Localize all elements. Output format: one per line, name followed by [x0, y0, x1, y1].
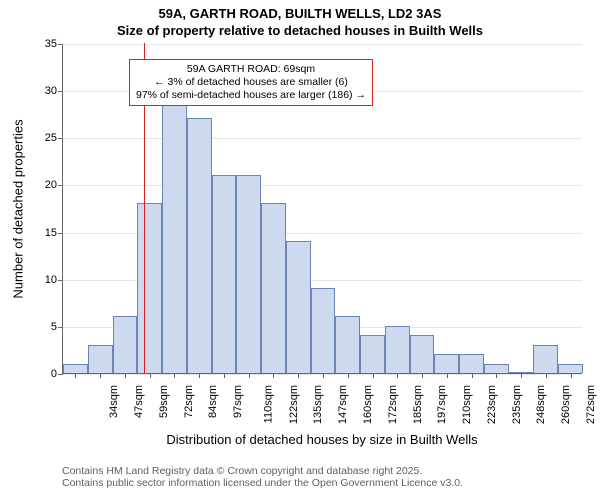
- x-tick-mark: [298, 373, 299, 378]
- gridline: [63, 44, 582, 45]
- y-tick-label: 25: [45, 132, 63, 144]
- x-tick-mark: [521, 373, 522, 378]
- x-tick-label: 72sqm: [183, 385, 195, 418]
- x-tick-mark: [224, 373, 225, 378]
- y-tick-label: 35: [45, 38, 63, 50]
- histogram-bar: [385, 326, 410, 373]
- histogram-bar: [286, 241, 311, 373]
- x-tick-mark: [348, 373, 349, 378]
- attribution-footer: Contains HM Land Registry data © Crown c…: [62, 465, 463, 489]
- x-tick-label: 260sqm: [560, 385, 572, 424]
- x-tick-mark: [150, 373, 151, 378]
- footer-line-2: Contains public sector information licen…: [62, 477, 463, 489]
- x-tick-mark: [100, 373, 101, 378]
- x-tick-mark: [546, 373, 547, 378]
- x-tick-label: 223sqm: [486, 385, 498, 424]
- histogram-bar: [558, 364, 583, 373]
- title-address: 59A, GARTH ROAD, BUILTH WELLS, LD2 3AS: [0, 6, 600, 23]
- histogram-bar: [335, 316, 360, 373]
- x-tick-mark: [373, 373, 374, 378]
- x-tick-mark: [174, 373, 175, 378]
- annotation-line: ← 3% of detached houses are smaller (6): [136, 76, 366, 89]
- x-tick-label: 272sqm: [585, 385, 597, 424]
- title-subtitle: Size of property relative to detached ho…: [0, 23, 600, 40]
- x-tick-mark: [323, 373, 324, 378]
- histogram-bar: [261, 203, 286, 373]
- histogram-bar: [187, 118, 212, 373]
- x-tick-label: 160sqm: [362, 385, 374, 424]
- x-tick-label: 84sqm: [207, 385, 219, 418]
- histogram-bar: [212, 175, 237, 373]
- histogram-bar: [434, 354, 459, 373]
- histogram-bar: [459, 354, 484, 373]
- y-tick-label: 15: [45, 227, 63, 239]
- x-tick-label: 97sqm: [232, 385, 244, 418]
- histogram-bar: [88, 345, 113, 373]
- x-tick-label: 34sqm: [108, 385, 120, 418]
- histogram-bar: [410, 335, 435, 373]
- x-tick-mark: [249, 373, 250, 378]
- x-tick-label: 210sqm: [461, 385, 473, 424]
- histogram-bar: [484, 364, 509, 373]
- annotation-line: 59A GARTH ROAD: 69sqm: [136, 63, 366, 76]
- gridline: [63, 138, 582, 139]
- x-tick-mark: [75, 373, 76, 378]
- histogram-bar: [137, 203, 162, 373]
- x-tick-mark: [447, 373, 448, 378]
- x-axis-label: Distribution of detached houses by size …: [166, 432, 477, 447]
- y-tick-label: 20: [45, 179, 63, 191]
- x-tick-label: 197sqm: [436, 385, 448, 424]
- x-tick-mark: [422, 373, 423, 378]
- x-tick-mark: [496, 373, 497, 378]
- x-tick-label: 248sqm: [535, 385, 547, 424]
- x-tick-label: 172sqm: [387, 385, 399, 424]
- x-tick-label: 110sqm: [262, 385, 274, 423]
- chart-title: 59A, GARTH ROAD, BUILTH WELLS, LD2 3AS S…: [0, 0, 600, 40]
- y-axis-label: Number of detached properties: [11, 119, 26, 298]
- x-tick-label: 147sqm: [337, 385, 349, 424]
- x-tick-label: 47sqm: [133, 385, 145, 418]
- x-tick-label: 135sqm: [313, 385, 325, 424]
- y-tick-label: 5: [51, 321, 63, 333]
- histogram-bar: [311, 288, 336, 373]
- histogram-bar: [533, 345, 558, 373]
- histogram-bar: [63, 364, 88, 373]
- y-tick-label: 0: [51, 368, 63, 380]
- x-tick-mark: [397, 373, 398, 378]
- x-tick-label: 185sqm: [412, 385, 424, 424]
- x-tick-mark: [125, 373, 126, 378]
- property-size-chart: 59A, GARTH ROAD, BUILTH WELLS, LD2 3AS S…: [0, 0, 600, 500]
- x-tick-label: 235sqm: [511, 385, 523, 424]
- histogram-bar: [360, 335, 385, 373]
- annotation-line: 97% of semi-detached houses are larger (…: [136, 89, 366, 102]
- plot-area: 0510152025303534sqm47sqm59sqm72sqm84sqm9…: [62, 44, 582, 374]
- histogram-bar: [162, 100, 187, 373]
- histogram-bar: [236, 175, 261, 373]
- x-tick-mark: [571, 373, 572, 378]
- x-tick-mark: [472, 373, 473, 378]
- comparison-annotation: 59A GARTH ROAD: 69sqm← 3% of detached ho…: [129, 59, 373, 106]
- footer-line-1: Contains HM Land Registry data © Crown c…: [62, 465, 463, 477]
- y-tick-label: 10: [45, 274, 63, 286]
- x-tick-mark: [273, 373, 274, 378]
- x-tick-mark: [199, 373, 200, 378]
- histogram-bar: [113, 316, 138, 373]
- gridline: [63, 185, 582, 186]
- y-tick-label: 30: [45, 85, 63, 97]
- x-tick-label: 59sqm: [158, 385, 170, 418]
- x-tick-label: 122sqm: [288, 385, 300, 424]
